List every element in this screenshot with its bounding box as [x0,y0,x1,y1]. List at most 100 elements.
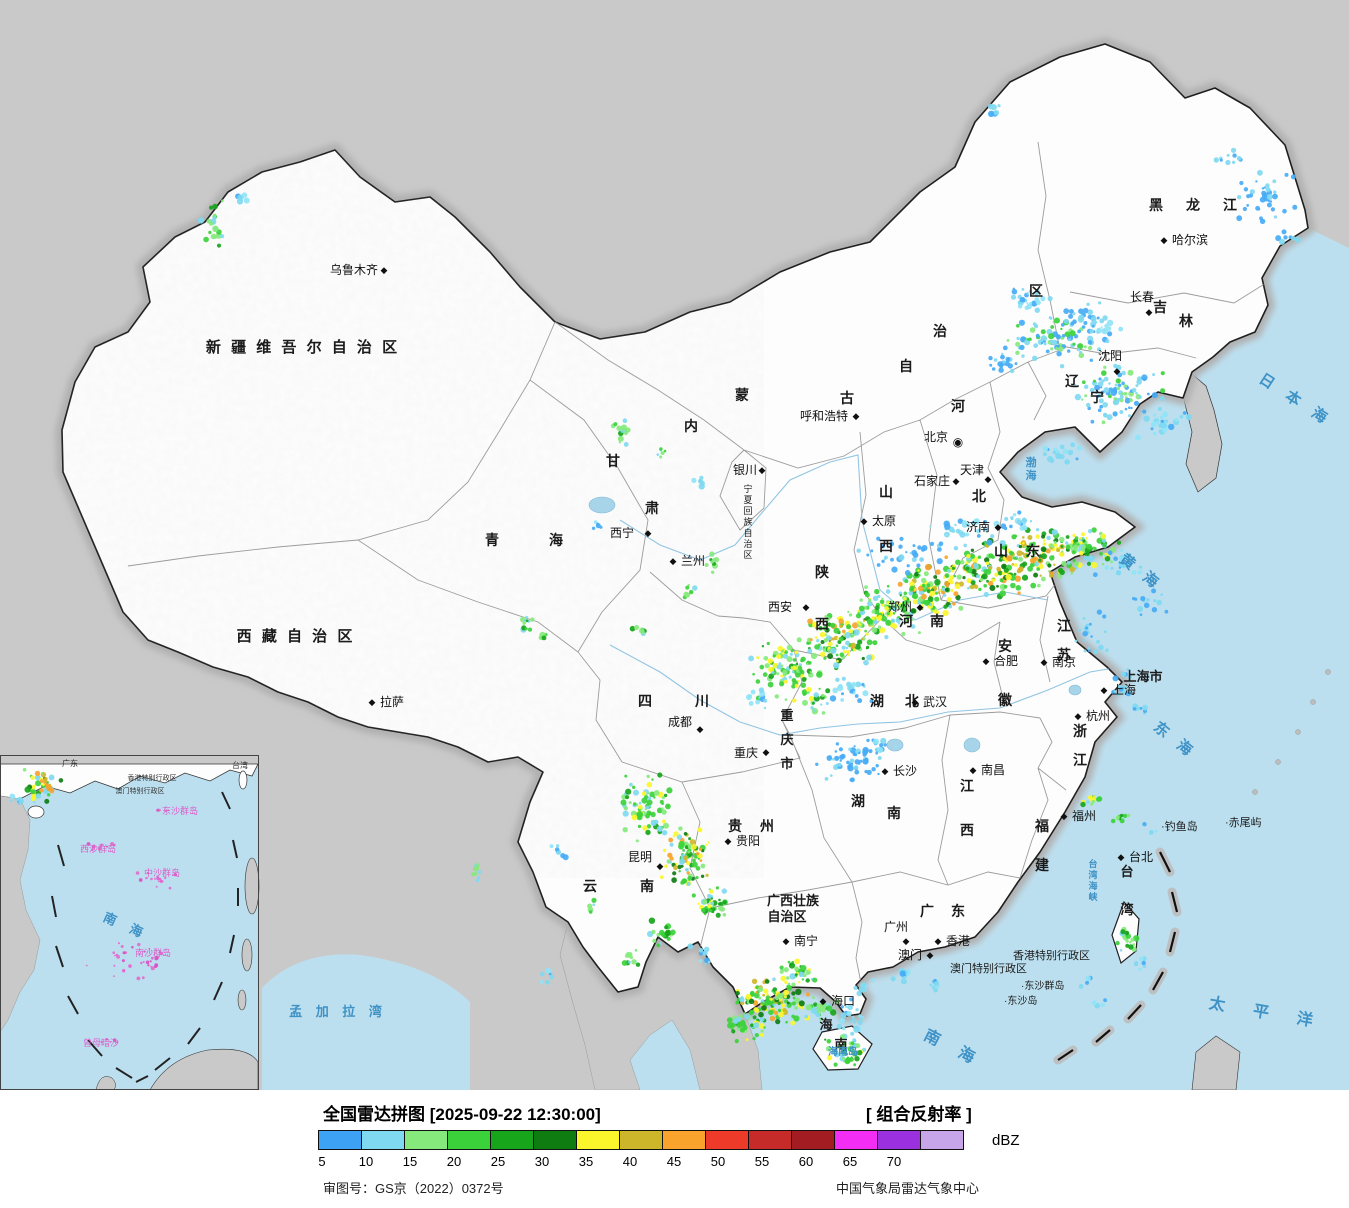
radar-dot [643,794,649,800]
radar-dot [736,1016,742,1022]
radar-dot [965,561,969,566]
radar-dot [197,217,205,224]
radar-dot [1013,556,1017,560]
island-label: ·东沙岛 [1004,994,1037,1007]
radar-dot [781,1003,786,1008]
radar-dot [752,1015,757,1020]
city-label: 北京 [924,430,948,444]
radar-dot [767,658,773,664]
radar-dot [1016,519,1022,525]
radar-dot [816,671,823,678]
radar-dot [136,976,141,981]
radar-dot [1116,692,1121,697]
radar-cluster [1213,147,1243,166]
radar-cluster [549,844,569,861]
radar-dot [755,991,758,994]
radar-cluster [523,619,531,631]
radar-dot [1131,387,1137,393]
radar-dot [988,355,993,361]
radar-dot [9,793,16,800]
radar-dot [669,860,672,864]
radar-dot [985,561,990,565]
radar-dot [1097,381,1104,387]
radar-dot [34,774,41,781]
radar-dot [886,601,891,605]
radar-dot [862,746,869,754]
radar-dot [748,655,754,662]
radar-dot [942,593,947,597]
inset-island-label: 南沙群岛 [135,947,171,958]
radar-cluster [726,1012,767,1044]
radar-dot [629,782,633,787]
radar-dot [629,625,636,632]
radar-dot [1284,172,1289,177]
radar-dot [892,623,898,629]
radar-dot [881,559,885,563]
radar-dot [851,645,855,649]
radar-dot [794,966,799,972]
city-marker: ◆ [882,766,889,776]
radar-dot [774,694,779,699]
city-label: 合肥 [994,653,1018,668]
radar-dot [885,619,892,626]
province-label: 建 [1035,857,1049,873]
radar-dot [1105,339,1110,344]
radar-dot [1034,307,1041,313]
radar-dot [863,605,868,610]
province-label: 四 [638,693,652,709]
radar-dot [837,762,842,767]
radar-dot [156,876,160,881]
radar-dot [839,624,843,628]
radar-dot [143,950,146,953]
radar-dot [812,701,815,705]
radar-dot [1033,343,1039,348]
radar-dot [921,577,927,584]
radar-dot [847,764,852,769]
radar-dot [1053,563,1056,566]
radar-dot [1059,569,1065,575]
radar-dot [1019,296,1026,303]
radar-dot [145,960,150,965]
radar-dot [685,867,689,872]
radar-dot [1086,544,1093,550]
radar-dot [742,1024,748,1031]
province-label: 林 [1179,313,1193,329]
radar-dot [800,674,805,679]
radar-dot [46,784,53,792]
radar-dot [1059,444,1065,450]
radar-dot [1040,329,1046,335]
radar-dot [1135,392,1138,395]
radar-dot [1045,349,1050,354]
radar-dot [877,746,884,754]
radar-dot [794,997,801,1004]
radar-dot [853,1052,858,1057]
radar-dot [942,610,949,617]
radar-dot [894,745,898,748]
radar-dot [656,825,663,832]
radar-dot [779,969,784,974]
radar-dot [718,898,721,902]
radar-dot [154,965,158,969]
radar-dot [1000,354,1005,360]
province-label: 云 [583,878,597,894]
radar-dot [1156,599,1162,606]
radar-dot [663,793,668,798]
radar-dot [593,520,598,524]
legend-swatch [533,1130,577,1150]
radar-dot [678,870,681,873]
radar-cluster [100,1038,119,1044]
license-number: 审图号：GS京（2022）0372号 [323,1181,504,1196]
radar-dot [687,850,691,854]
legend-value: 10 [358,1154,374,1169]
radar-dot [1053,541,1057,544]
radar-dot [203,236,209,243]
radar-dot [1076,348,1080,352]
radar-dot [1089,328,1094,334]
radar-dot [1065,544,1071,550]
radar-dot [1120,392,1124,396]
radar-dot [886,611,890,616]
radar-dot [1076,445,1083,451]
radar-dot [1078,352,1085,359]
radar-dot [1142,964,1147,969]
province-label: 广西壮族 [767,893,820,908]
